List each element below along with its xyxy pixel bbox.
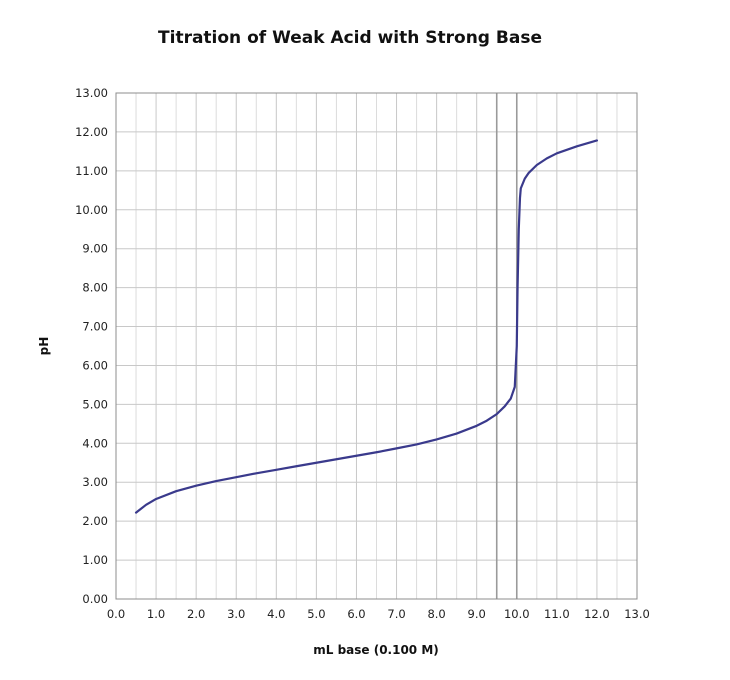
y-tick-label: 13.00 bbox=[75, 86, 108, 100]
y-tick-label: 2.00 bbox=[82, 514, 108, 528]
x-tick-label: 5.0 bbox=[307, 607, 325, 621]
y-tick-label: 5.00 bbox=[82, 397, 108, 411]
x-tick-label: 10.0 bbox=[504, 607, 530, 621]
series-line bbox=[134, 139, 599, 514]
y-tick-label: 3.00 bbox=[82, 475, 108, 489]
x-tick-labels: 0.0 1.0 2.0 3.0 4.0 5.0 6.0 7.0 8.0 9.0 10.0 11.0 12… bbox=[107, 607, 650, 621]
y-tick-label: 4.00 bbox=[82, 436, 108, 450]
x-axis-label: mL base (0.100 M) bbox=[313, 643, 439, 657]
x-tick-label: 8.0 bbox=[427, 607, 445, 621]
x-tick-label: 7.0 bbox=[387, 607, 405, 621]
y-tick-label: 0.00 bbox=[82, 592, 108, 606]
x-tick-label: 12.0 bbox=[584, 607, 610, 621]
y-tick-label: 10.00 bbox=[75, 203, 108, 217]
x-tick-label: 6.0 bbox=[347, 607, 365, 621]
y-tick-label: 6.00 bbox=[82, 358, 108, 372]
x-tick-label: 4.0 bbox=[267, 607, 285, 621]
chart-title: Titration of Weak Acid with Strong Base bbox=[158, 28, 542, 48]
x-tick-label: 9.0 bbox=[468, 607, 486, 621]
y-tick-label: 9.00 bbox=[82, 242, 108, 256]
y-tick-label: 11.00 bbox=[75, 164, 108, 178]
x-tick-label: 13.0 bbox=[624, 607, 650, 621]
x-tick-label: 3.0 bbox=[227, 607, 245, 621]
x-tick-label: 11.0 bbox=[544, 607, 570, 621]
y-axis-label: pH bbox=[37, 337, 51, 356]
y-tick-label: 7.00 bbox=[82, 320, 108, 334]
x-tick-label: 1.0 bbox=[147, 607, 165, 621]
y-tick-label: 12.00 bbox=[75, 125, 108, 139]
plot-frame bbox=[115, 92, 638, 600]
x-tick-label: 2.0 bbox=[187, 607, 205, 621]
y-tick-label: 8.00 bbox=[82, 281, 108, 295]
y-tick-labels: 0.00 1.00 2.00 3.00 4.00 5.00 6.00 7.00 8.00 9.00… bbox=[75, 86, 108, 606]
x-tick-label: 0.0 bbox=[107, 607, 125, 621]
y-tick-label: 1.00 bbox=[82, 553, 108, 567]
